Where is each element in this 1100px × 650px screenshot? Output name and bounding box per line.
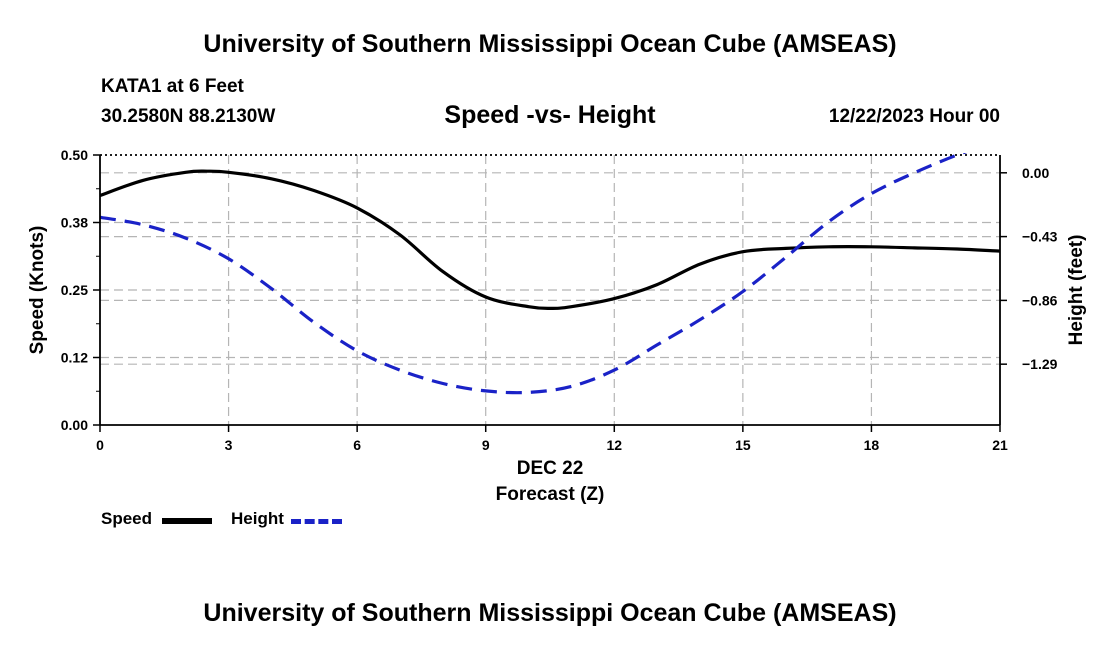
x-axis-label: Forecast (Z) — [496, 484, 605, 505]
x-tick-label: 6 — [353, 437, 361, 453]
y2-axis-label: Height (feet) — [1066, 235, 1087, 346]
x-axis-date-label: DEC 22 — [517, 458, 584, 479]
y2-tick-label: −1.29 — [1022, 356, 1058, 372]
y-tick-label: 0.25 — [61, 282, 88, 298]
y2-tick-label: −0.86 — [1022, 292, 1058, 308]
x-tick-label: 0 — [96, 437, 104, 453]
x-tick-label: 9 — [482, 437, 490, 453]
y-tick-label: 0.00 — [61, 417, 88, 433]
y2-tick-label: −0.43 — [1022, 229, 1058, 245]
y2-tick-label: 0.00 — [1022, 165, 1049, 181]
x-tick-label: 21 — [992, 437, 1008, 453]
y-tick-label: 0.38 — [61, 215, 88, 231]
y-tick-label: 0.12 — [61, 350, 88, 366]
x-tick-label: 15 — [735, 437, 751, 453]
station-label: KATA1 at 6 Feet — [101, 76, 244, 97]
x-tick-label: 3 — [225, 437, 233, 453]
forecast-datetime: 12/22/2023 Hour 00 — [828, 106, 1000, 127]
chart-title: University of Southern Mississippi Ocean… — [203, 30, 897, 58]
legend-speed-swatch — [162, 518, 212, 524]
legend-height-swatch — [291, 519, 342, 524]
y-tick-label: 0.50 — [61, 147, 88, 163]
coordinates-label: 30.2580N 88.2130W — [101, 106, 276, 127]
height-series-line — [100, 153, 968, 395]
legend-speed-label: Speed — [101, 509, 153, 528]
legend-height-label: Height — [231, 509, 284, 528]
x-tick-label: 12 — [606, 437, 622, 453]
speed-series-line — [100, 169, 1000, 311]
chart-subtitle: Speed -vs- Height — [444, 101, 656, 129]
x-tick-label: 18 — [864, 437, 880, 453]
footer-title: University of Southern Mississippi Ocean… — [203, 599, 897, 627]
y-axis-label: Speed (Knots) — [27, 226, 48, 355]
